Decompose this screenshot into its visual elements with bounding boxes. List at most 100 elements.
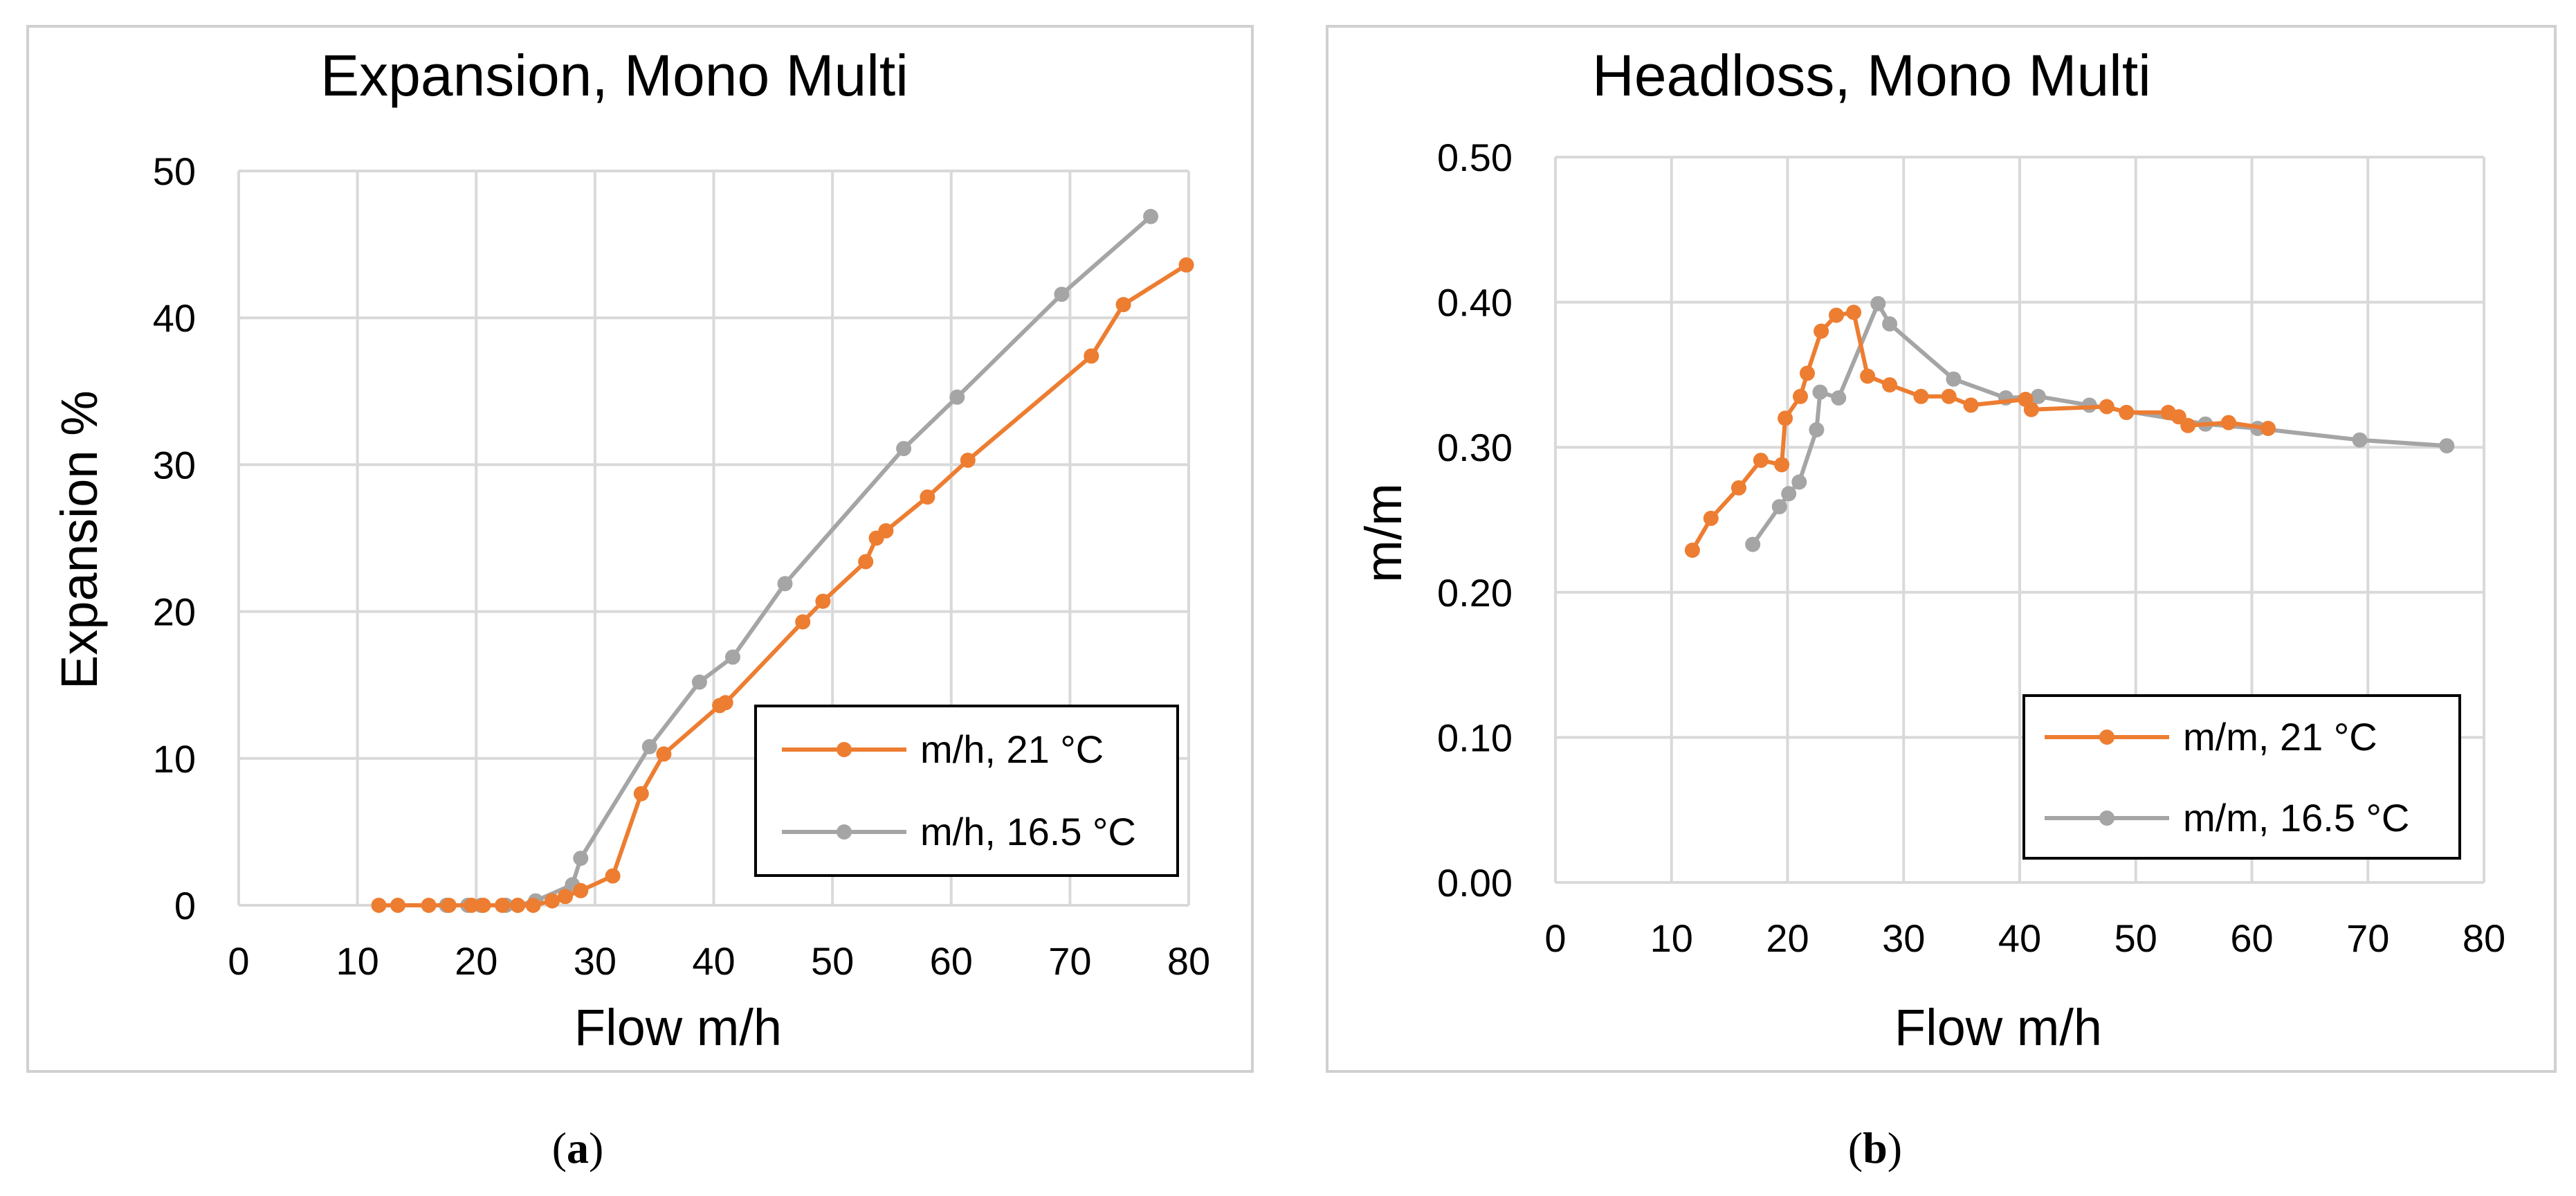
legend-a-label-2: m/h, 16.5 °C [920,810,1136,853]
chart-b-y-tick: 0.40 [1437,281,1513,325]
chart-a-y-tick: 0 [174,884,196,927]
chart-b-series-0-point [2119,404,2135,420]
chart-b-series-0-point [1684,543,1700,558]
caption-b-letter: b [1863,1123,1888,1172]
chart-a-series-0-point [795,614,811,630]
chart-b-series-0-point [1793,388,1808,404]
chart-a-x-tick: 10 [336,939,378,983]
chart-b-series-0-point [1882,377,1898,393]
chart-b-series-0 [1684,305,2276,558]
chart-a-series-0-point [656,746,672,762]
legend-b-marker-2 [2099,810,2114,826]
chart-a-series-0-point [371,898,387,913]
chart-b-series-1-point [2352,432,2368,448]
chart-b-series-0-point [1753,453,1769,469]
chart-a-legend-box [754,705,1179,877]
chart-b-series-0-point [2099,399,2114,415]
chart-b-x-tick: 40 [1998,916,2041,960]
expansion-chart: Expansion, Mono Multi 0 10 20 30 40 50 0 10 20 3… [26,25,1254,1073]
chart-b-series-1-point [1781,486,1797,502]
chart-a-y-tick: 30 [153,443,196,487]
chart-b-series-1-point [1882,316,1898,332]
chart-b-series-0-point [2023,401,2039,417]
chart-a-series-1-point [641,739,657,754]
chart-a-y-tick: 40 [153,296,196,340]
chart-b-series-1-line [1751,301,2447,546]
chart-a-series-0-point [633,786,649,801]
chart-a-series-1-point [573,851,589,867]
chart-b-series-0-point [1800,365,1815,381]
chart-b-x-tick: 50 [2114,916,2157,960]
chart-b-series-0-point [2220,415,2236,431]
chart-a-x-tick: 50 [811,939,854,983]
chart-a-series-0-point [1115,297,1131,313]
chart-a-y-tick: 50 [153,150,196,193]
chart-a-x-tick: 30 [574,939,616,983]
chart-a-x-tick: 20 [455,939,497,983]
chart-b-y-tick: 0.00 [1437,861,1513,905]
chart-a-series-0-point [920,489,935,505]
chart-b-x-tick: 10 [1650,916,1693,960]
chart-a-y-tick: 20 [153,590,196,634]
legend-a-marker-1 [837,742,852,757]
chart-a-series-0-point [960,453,976,468]
chart-b-series-0-line [1690,310,2269,552]
chart-b-series-0-point [1963,397,1979,413]
chart-a-x-tick: 0 [228,939,249,983]
chart-a-title: Expansion, Mono Multi [320,43,908,108]
chart-a-series-0-point [605,868,621,884]
legend-a-label-1: m/h, 21 °C [920,727,1104,771]
chart-b-series-1-point [1870,296,1886,311]
chart-a-series-1-point [691,674,707,690]
chart-b-y-tick: 0.30 [1437,426,1513,469]
chart-a-series-1-point [1143,208,1159,224]
chart-a-series-1-point [949,389,965,405]
chart-b-y-tick: 0.10 [1437,716,1513,759]
chart-a-series-1-point [896,441,912,457]
chart-b-title: Headloss, Mono Multi [1592,43,2151,108]
chart-a-x-tick: 60 [930,939,973,983]
chart-b-y-label: m/m [1355,483,1412,583]
caption-a-letter: a [567,1123,589,1172]
chart-b-series-0-point [2180,417,2196,433]
legend-b-marker-1 [2099,730,2114,745]
chart-b-series [1684,296,2455,558]
chart-a-y-label: Expansion % [51,390,108,689]
chart-b-legend: m/m, 21 °C m/m, 16.5 °C [2022,694,2461,860]
chart-a-series-0-point [573,882,589,898]
chart-b-frame [1326,25,2557,1073]
chart-b-series-1-point [1745,536,1761,552]
chart-b-y-ticks: 0.00 0.10 0.20 0.30 0.40 0.50 [1437,136,1513,905]
chart-a-frame [26,25,1254,1073]
chart-a-y-ticks: 0 10 20 30 40 50 [153,150,196,927]
chart-a-x-ticks: 0 10 20 30 40 50 60 70 80 [228,939,1210,983]
chart-b-x-label: Flow m/h [1894,999,2102,1056]
chart-b-series-1-point [2439,438,2455,454]
chart-b-series-1-point [2030,388,2046,404]
chart-a-series-0-point [718,695,733,711]
chart-a-series-0-point [421,898,437,913]
headloss-chart: Headloss, Mono Multi 0.00 0.10 0.20 0.30 0.4… [1326,25,2557,1073]
chart-b-series-1-point [1812,384,1828,400]
chart-b-x-tick: 70 [2346,916,2389,960]
chart-b-y-tick: 0.20 [1437,571,1513,615]
chart-b-series-0-point [1778,410,1793,426]
chart-a-series-0-point [858,554,874,570]
chart-b-series-1-point [1946,371,1962,387]
chart-b-series-0-point [2260,421,2276,436]
chart-b-legend-box [2022,694,2461,860]
chart-b-series-0-point [1829,307,1844,323]
chart-b-series-0-point [1814,323,1829,339]
chart-a-x-label: Flow m/h [574,999,782,1056]
chart-b-series-0-point [1913,388,1929,404]
chart-b-series-1-point [1809,422,1825,437]
caption-b: (b) [1848,1123,1902,1172]
chart-b-series-0-point [1846,305,1862,320]
chart-a-series-1-point [1054,287,1070,302]
chart-a-series-0 [371,257,1194,913]
chart-a-series-0-point [495,898,510,913]
chart-b-series-1-point [1791,474,1807,490]
chart-a-series-1-point [777,576,793,592]
chart-b-x-tick: 0 [1544,916,1566,960]
chart-b-x-tick: 20 [1766,916,1809,960]
